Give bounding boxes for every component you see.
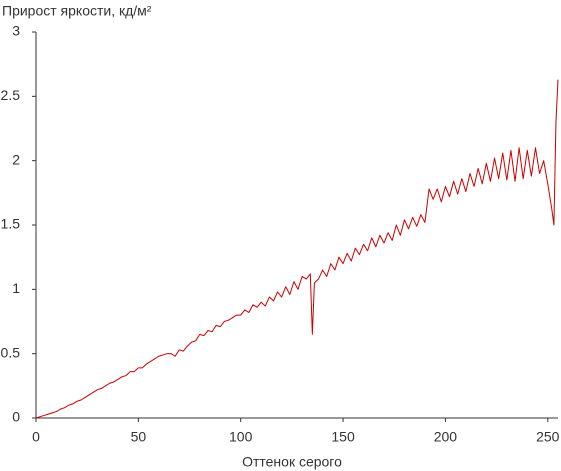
y-tick-label: 1	[12, 280, 20, 296]
y-tick-label: 3	[12, 23, 20, 39]
y-tick-label: 0	[12, 409, 20, 425]
x-tick-label: 200	[434, 429, 458, 445]
y-tick-label: 2.5	[1, 87, 21, 103]
y-tick-label: 1.5	[1, 216, 21, 232]
x-tick-label: 50	[131, 429, 147, 445]
x-tick-label: 150	[331, 429, 355, 445]
y-tick-label: 0.5	[1, 344, 21, 360]
data-line	[35, 79, 559, 419]
x-tick-label: 100	[229, 429, 253, 445]
x-axis-label: Оттенок серого	[242, 454, 342, 470]
x-tick-label: 0	[32, 429, 40, 445]
x-tick-label: 250	[536, 429, 560, 445]
chart-title: Прирост яркости, кд/м²	[2, 3, 152, 19]
y-tick-label: 2	[12, 151, 20, 167]
